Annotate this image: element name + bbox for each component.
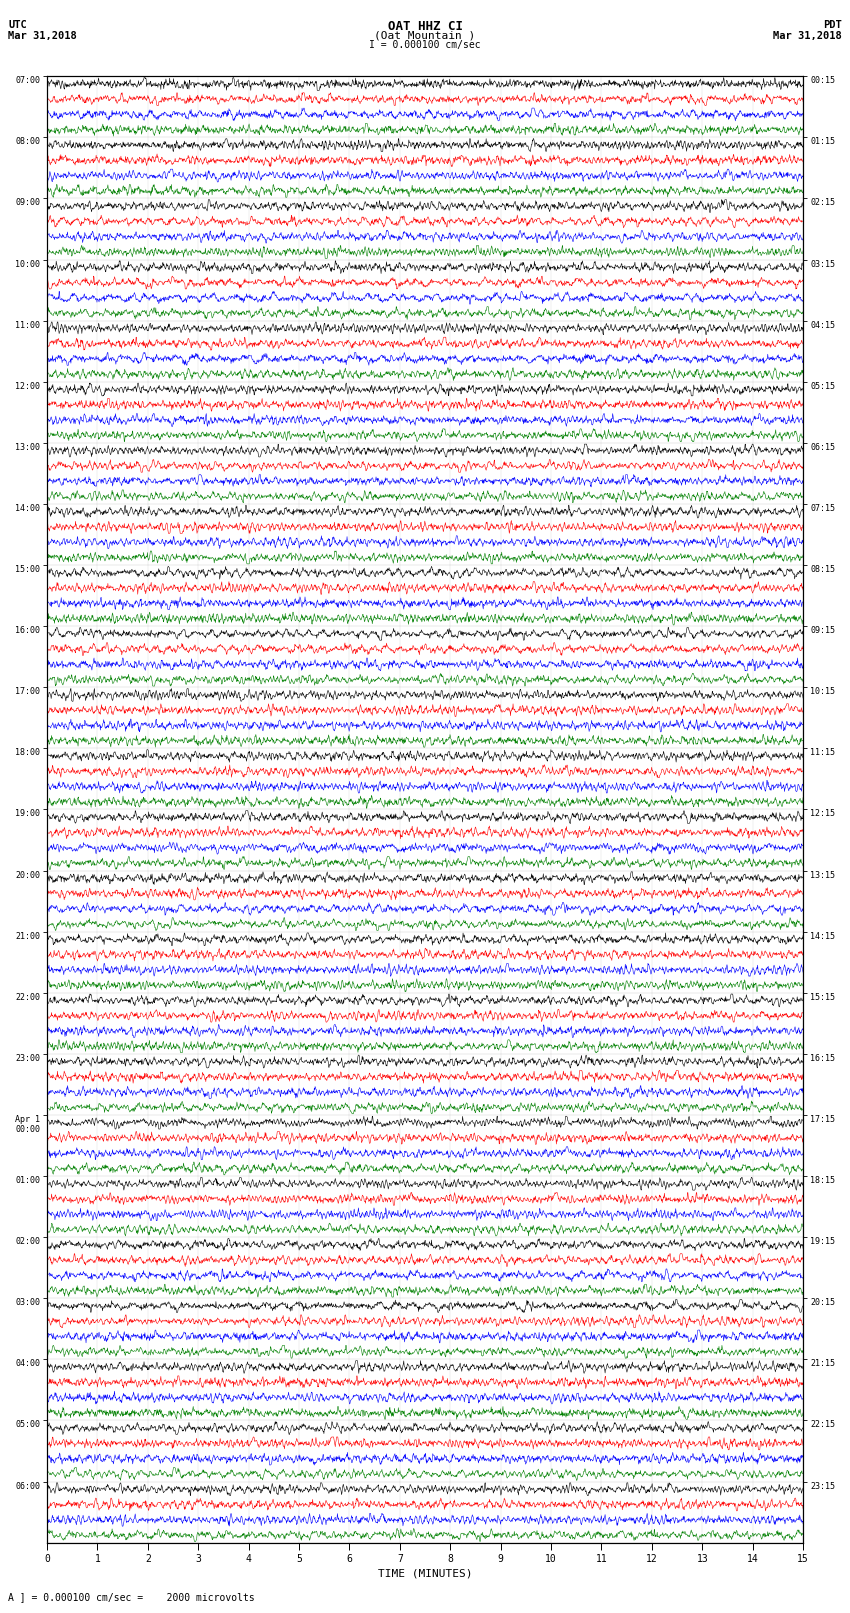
Text: Mar 31,2018: Mar 31,2018 xyxy=(8,31,77,40)
Text: Mar 31,2018: Mar 31,2018 xyxy=(773,31,842,40)
X-axis label: TIME (MINUTES): TIME (MINUTES) xyxy=(377,1569,473,1579)
Text: PDT: PDT xyxy=(823,19,842,31)
Text: UTC: UTC xyxy=(8,19,27,31)
Text: (Oat Mountain ): (Oat Mountain ) xyxy=(374,31,476,40)
Text: OAT HHZ CI: OAT HHZ CI xyxy=(388,19,462,34)
Text: A ] = 0.000100 cm/sec =    2000 microvolts: A ] = 0.000100 cm/sec = 2000 microvolts xyxy=(8,1592,255,1602)
Text: I = 0.000100 cm/sec: I = 0.000100 cm/sec xyxy=(369,40,481,50)
